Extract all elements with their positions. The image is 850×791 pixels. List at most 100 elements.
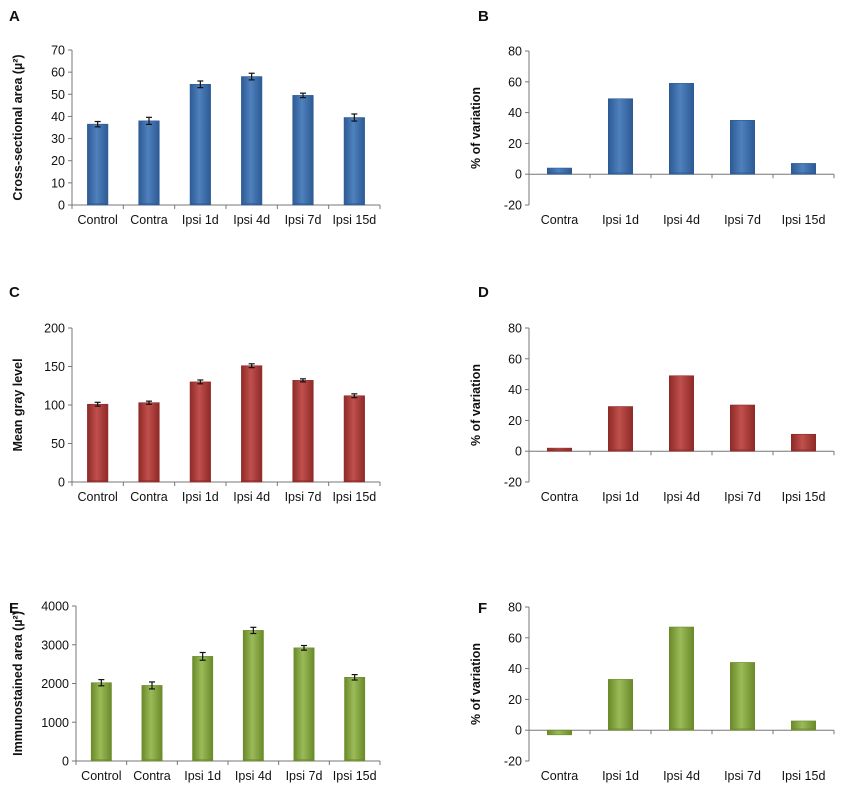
bar-contra bbox=[141, 685, 163, 762]
x-tick-label: Contra bbox=[541, 490, 579, 504]
bar-ipsi-15d bbox=[344, 676, 366, 762]
panel-label: A bbox=[9, 8, 20, 25]
error-bar bbox=[300, 378, 306, 383]
x-tick-label: Contra bbox=[130, 490, 168, 504]
y-axis-label: % of variation bbox=[469, 643, 483, 725]
panel-b: B % of variation -20 0 20 40 60 80 Contra Ipsi 1d… bbox=[469, 8, 835, 227]
x-tick-label: Control bbox=[78, 490, 118, 504]
bar-base-shade bbox=[791, 172, 816, 175]
bar-base-shade bbox=[293, 759, 315, 761]
bar-base-shade bbox=[87, 203, 108, 205]
panel-label: D bbox=[478, 284, 489, 301]
x-tick-label: Ipsi 1d bbox=[184, 769, 221, 783]
bar-ipsi-1d bbox=[189, 84, 211, 206]
x-tick-label: Ipsi 15d bbox=[782, 490, 826, 504]
error-bar bbox=[351, 113, 358, 122]
bar-ipsi-4d bbox=[668, 626, 694, 731]
y-tick-label: 0 bbox=[515, 724, 522, 738]
error-bar bbox=[301, 644, 307, 651]
error-bar bbox=[300, 92, 306, 99]
error-bar bbox=[146, 400, 152, 405]
bar-ipsi-7d bbox=[292, 380, 314, 483]
bar-contra bbox=[138, 402, 160, 483]
y-tick-label: 0 bbox=[58, 199, 65, 213]
y-tick-label: 80 bbox=[508, 45, 522, 59]
bar-ipsi-1d bbox=[607, 679, 633, 731]
bar-contra bbox=[546, 729, 572, 736]
y-tick-label: 0 bbox=[58, 476, 65, 490]
panel-label: C bbox=[9, 284, 20, 301]
y-tick-label: 20 bbox=[508, 137, 522, 151]
bar-ipsi-15d bbox=[343, 117, 365, 206]
y-tick-label: 0 bbox=[62, 755, 69, 769]
bar-base-shade bbox=[669, 728, 694, 731]
x-tick-label: Ipsi 4d bbox=[233, 213, 270, 227]
bar-base-shade bbox=[138, 203, 160, 205]
bar-base-shade bbox=[608, 172, 633, 175]
error-bar bbox=[197, 80, 204, 89]
x-tick-label: Ipsi 4d bbox=[663, 213, 700, 227]
x-tick-label: Ipsi 1d bbox=[182, 213, 219, 227]
x-tick-label: Contra bbox=[130, 213, 168, 227]
bar-base-shade bbox=[547, 449, 572, 452]
x-tick-label: Ipsi 4d bbox=[663, 769, 700, 783]
error-bar bbox=[248, 72, 255, 81]
panel-label: E bbox=[9, 600, 19, 617]
bar-ipsi-1d bbox=[189, 381, 211, 483]
y-tick-label: 40 bbox=[508, 106, 522, 120]
bar-base-shade bbox=[791, 728, 816, 731]
bar-base-shade bbox=[190, 480, 211, 482]
x-tick-label: Ipsi 7d bbox=[286, 769, 323, 783]
y-tick-label: 1000 bbox=[41, 716, 69, 730]
y-tick-label: 60 bbox=[508, 75, 522, 89]
bar-base-shade bbox=[91, 759, 112, 761]
bar-base-shade bbox=[344, 480, 365, 482]
bar-base-shade bbox=[190, 203, 211, 205]
panel-label: F bbox=[478, 600, 487, 617]
y-tick-label: 100 bbox=[44, 399, 65, 413]
x-tick-label: Contra bbox=[133, 769, 171, 783]
bar-ipsi-4d bbox=[668, 375, 694, 452]
bar-base-shade bbox=[608, 449, 633, 452]
x-tick-label: Control bbox=[81, 769, 121, 783]
bar-ipsi-1d bbox=[607, 406, 633, 452]
bar-base-shade bbox=[141, 759, 163, 761]
y-tick-label: 60 bbox=[508, 631, 522, 645]
panel-d: D % of variation -20 0 20 40 60 80 Contra Ipsi 1d… bbox=[469, 284, 835, 504]
x-tick-label: Ipsi 15d bbox=[782, 213, 826, 227]
y-tick-label: 0 bbox=[515, 168, 522, 182]
x-tick-label: Ipsi 1d bbox=[182, 490, 219, 504]
y-tick-label: 40 bbox=[508, 383, 522, 397]
bar-ipsi-4d bbox=[241, 76, 263, 206]
error-bar bbox=[351, 393, 358, 399]
y-tick-label: 70 bbox=[51, 44, 65, 58]
bar-base-shade bbox=[608, 728, 633, 731]
panel-f: F % of variation -20 0 20 40 60 80 Contra Ipsi 1d… bbox=[469, 600, 835, 783]
y-tick-label: 20 bbox=[508, 693, 522, 707]
x-tick-label: Ipsi 7d bbox=[724, 213, 761, 227]
bar-base-shade bbox=[192, 759, 213, 761]
bar-base-shade bbox=[344, 203, 365, 205]
bar-base-shade bbox=[730, 449, 755, 452]
x-tick-label: Ipsi 7d bbox=[724, 490, 761, 504]
bar-base-shade bbox=[87, 480, 108, 482]
y-axis-label: Cross-sectional area (µ²) bbox=[11, 54, 25, 200]
x-tick-label: Ipsi 1d bbox=[602, 769, 639, 783]
y-tick-label: 20 bbox=[51, 154, 65, 168]
error-bar bbox=[351, 673, 358, 681]
x-tick-label: Ipsi 7d bbox=[285, 490, 322, 504]
bar-control bbox=[90, 682, 112, 762]
bar-ipsi-15d bbox=[343, 395, 365, 483]
y-tick-label: 20 bbox=[508, 414, 522, 428]
panel-c: C Mean gray level 0 50 100 150 200 Control Contr… bbox=[9, 284, 381, 504]
panel-a: A Cross-sectional area (µ²) 0 10 20 30 40 50 60 7… bbox=[9, 8, 381, 227]
y-axis-label: % of variation bbox=[469, 364, 483, 446]
bar-ipsi-7d bbox=[293, 647, 315, 762]
y-tick-label: 40 bbox=[508, 662, 522, 676]
y-tick-label: 50 bbox=[51, 88, 65, 102]
y-tick-label: 150 bbox=[44, 360, 65, 374]
bar-base-shade bbox=[241, 480, 262, 482]
bar-base-shade bbox=[292, 203, 314, 205]
bar-ipsi-7d bbox=[729, 120, 755, 175]
